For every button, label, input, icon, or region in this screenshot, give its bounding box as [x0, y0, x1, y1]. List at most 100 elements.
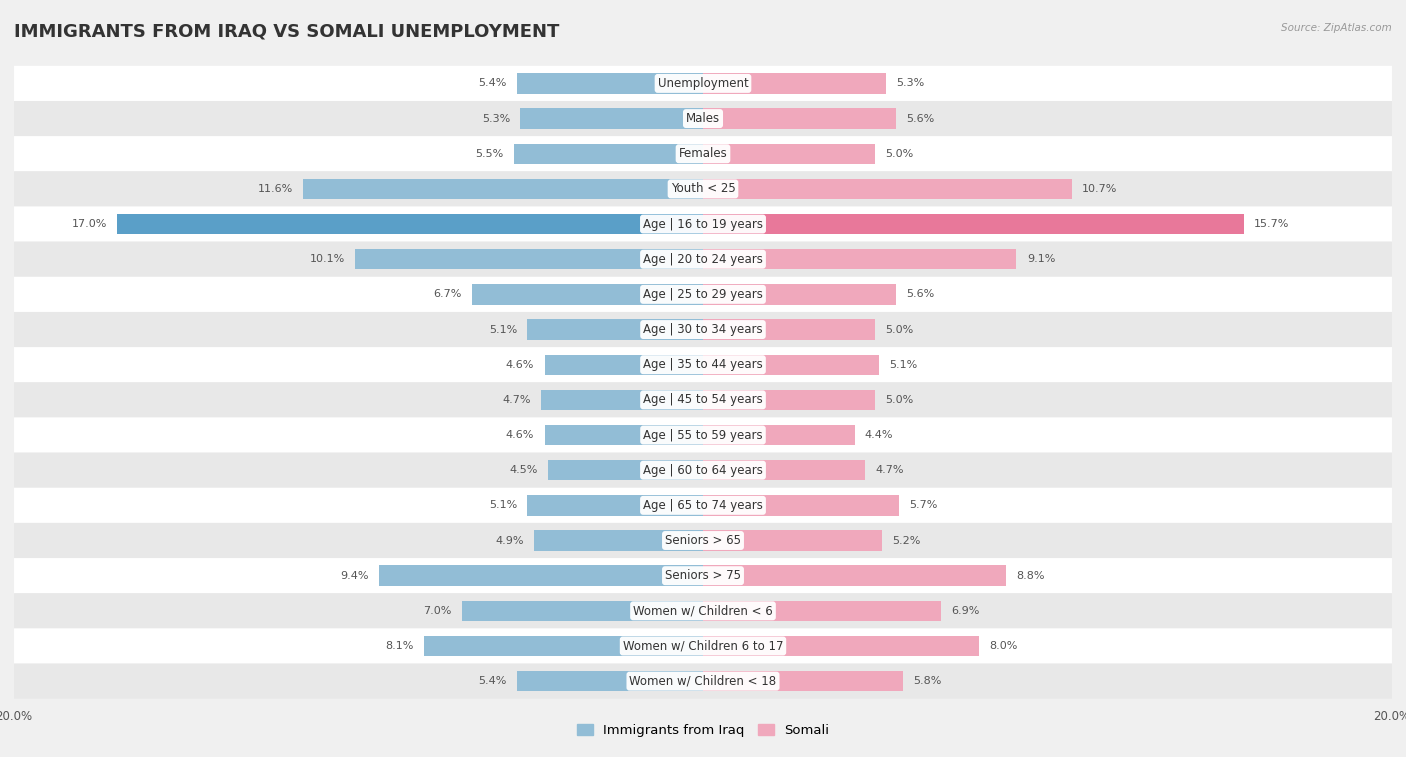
Bar	[541, 390, 703, 410]
Bar	[703, 249, 1017, 269]
Legend: Immigrants from Iraq, Somali: Immigrants from Iraq, Somali	[572, 719, 834, 743]
Bar	[544, 354, 703, 375]
Text: Age | 25 to 29 years: Age | 25 to 29 years	[643, 288, 763, 301]
Text: 4.6%: 4.6%	[506, 430, 534, 440]
Text: Age | 55 to 59 years: Age | 55 to 59 years	[643, 428, 763, 441]
Text: Age | 30 to 34 years: Age | 30 to 34 years	[643, 323, 763, 336]
Text: 5.3%: 5.3%	[482, 114, 510, 123]
Text: 10.7%: 10.7%	[1083, 184, 1118, 194]
Text: 4.9%: 4.9%	[495, 535, 524, 546]
Bar	[520, 108, 703, 129]
Text: 5.2%: 5.2%	[893, 535, 921, 546]
Bar	[703, 531, 882, 550]
FancyBboxPatch shape	[14, 66, 1392, 101]
Bar	[472, 284, 703, 304]
Text: 5.6%: 5.6%	[907, 114, 935, 123]
FancyBboxPatch shape	[14, 664, 1392, 699]
Text: Age | 45 to 54 years: Age | 45 to 54 years	[643, 394, 763, 407]
Text: 4.5%: 4.5%	[509, 466, 537, 475]
Bar	[703, 495, 900, 516]
FancyBboxPatch shape	[14, 558, 1392, 593]
FancyBboxPatch shape	[14, 241, 1392, 277]
Text: 5.0%: 5.0%	[886, 325, 914, 335]
Text: 7.0%: 7.0%	[423, 606, 451, 616]
Text: 5.6%: 5.6%	[907, 289, 935, 299]
Bar	[703, 565, 1007, 586]
Text: 5.1%: 5.1%	[489, 500, 517, 510]
Text: 4.4%: 4.4%	[865, 430, 893, 440]
Text: 8.0%: 8.0%	[988, 641, 1018, 651]
Text: Age | 20 to 24 years: Age | 20 to 24 years	[643, 253, 763, 266]
Bar	[517, 671, 703, 691]
Bar	[527, 319, 703, 340]
Bar	[703, 179, 1071, 199]
Text: 4.7%: 4.7%	[875, 466, 904, 475]
Bar	[703, 144, 875, 164]
Bar	[534, 531, 703, 550]
Text: Age | 16 to 19 years: Age | 16 to 19 years	[643, 217, 763, 231]
FancyBboxPatch shape	[14, 277, 1392, 312]
Text: Seniors > 75: Seniors > 75	[665, 569, 741, 582]
Text: 8.1%: 8.1%	[385, 641, 413, 651]
Bar	[703, 600, 941, 621]
FancyBboxPatch shape	[14, 136, 1392, 171]
Text: 8.8%: 8.8%	[1017, 571, 1045, 581]
Text: Source: ZipAtlas.com: Source: ZipAtlas.com	[1281, 23, 1392, 33]
Text: Age | 60 to 64 years: Age | 60 to 64 years	[643, 464, 763, 477]
Text: Women w/ Children < 6: Women w/ Children < 6	[633, 604, 773, 617]
FancyBboxPatch shape	[14, 417, 1392, 453]
Text: IMMIGRANTS FROM IRAQ VS SOMALI UNEMPLOYMENT: IMMIGRANTS FROM IRAQ VS SOMALI UNEMPLOYM…	[14, 23, 560, 41]
Text: Youth < 25: Youth < 25	[671, 182, 735, 195]
Bar	[703, 460, 865, 481]
Bar	[117, 214, 703, 234]
Bar	[703, 354, 879, 375]
Text: 6.9%: 6.9%	[950, 606, 980, 616]
FancyBboxPatch shape	[14, 101, 1392, 136]
Text: 5.8%: 5.8%	[912, 676, 942, 686]
Bar	[703, 284, 896, 304]
Text: 11.6%: 11.6%	[257, 184, 292, 194]
Bar	[513, 144, 703, 164]
Text: Age | 65 to 74 years: Age | 65 to 74 years	[643, 499, 763, 512]
Text: Women w/ Children < 18: Women w/ Children < 18	[630, 674, 776, 687]
Text: Unemployment: Unemployment	[658, 77, 748, 90]
Text: 5.1%: 5.1%	[889, 360, 917, 369]
Bar	[544, 425, 703, 445]
Bar	[703, 214, 1244, 234]
Text: 5.4%: 5.4%	[478, 79, 506, 89]
Bar	[703, 425, 855, 445]
Text: 5.0%: 5.0%	[886, 148, 914, 159]
Bar	[703, 73, 886, 94]
FancyBboxPatch shape	[14, 382, 1392, 417]
Bar	[703, 636, 979, 656]
FancyBboxPatch shape	[14, 171, 1392, 207]
FancyBboxPatch shape	[14, 593, 1392, 628]
Text: 5.0%: 5.0%	[886, 395, 914, 405]
Text: 6.7%: 6.7%	[433, 289, 461, 299]
FancyBboxPatch shape	[14, 453, 1392, 488]
Text: Females: Females	[679, 148, 727, 160]
Bar	[356, 249, 703, 269]
Text: 9.1%: 9.1%	[1026, 254, 1054, 264]
Text: Seniors > 65: Seniors > 65	[665, 534, 741, 547]
Text: Women w/ Children 6 to 17: Women w/ Children 6 to 17	[623, 640, 783, 653]
Text: 10.1%: 10.1%	[309, 254, 344, 264]
FancyBboxPatch shape	[14, 347, 1392, 382]
Bar	[380, 565, 703, 586]
Bar	[304, 179, 703, 199]
FancyBboxPatch shape	[14, 628, 1392, 664]
Bar	[548, 460, 703, 481]
Text: 15.7%: 15.7%	[1254, 219, 1289, 229]
Bar	[703, 671, 903, 691]
Bar	[517, 73, 703, 94]
FancyBboxPatch shape	[14, 207, 1392, 241]
FancyBboxPatch shape	[14, 488, 1392, 523]
Text: Males: Males	[686, 112, 720, 125]
Text: 4.6%: 4.6%	[506, 360, 534, 369]
Bar	[703, 108, 896, 129]
Bar	[461, 600, 703, 621]
Bar	[703, 390, 875, 410]
Text: 17.0%: 17.0%	[72, 219, 107, 229]
Text: 4.7%: 4.7%	[502, 395, 531, 405]
Bar	[527, 495, 703, 516]
